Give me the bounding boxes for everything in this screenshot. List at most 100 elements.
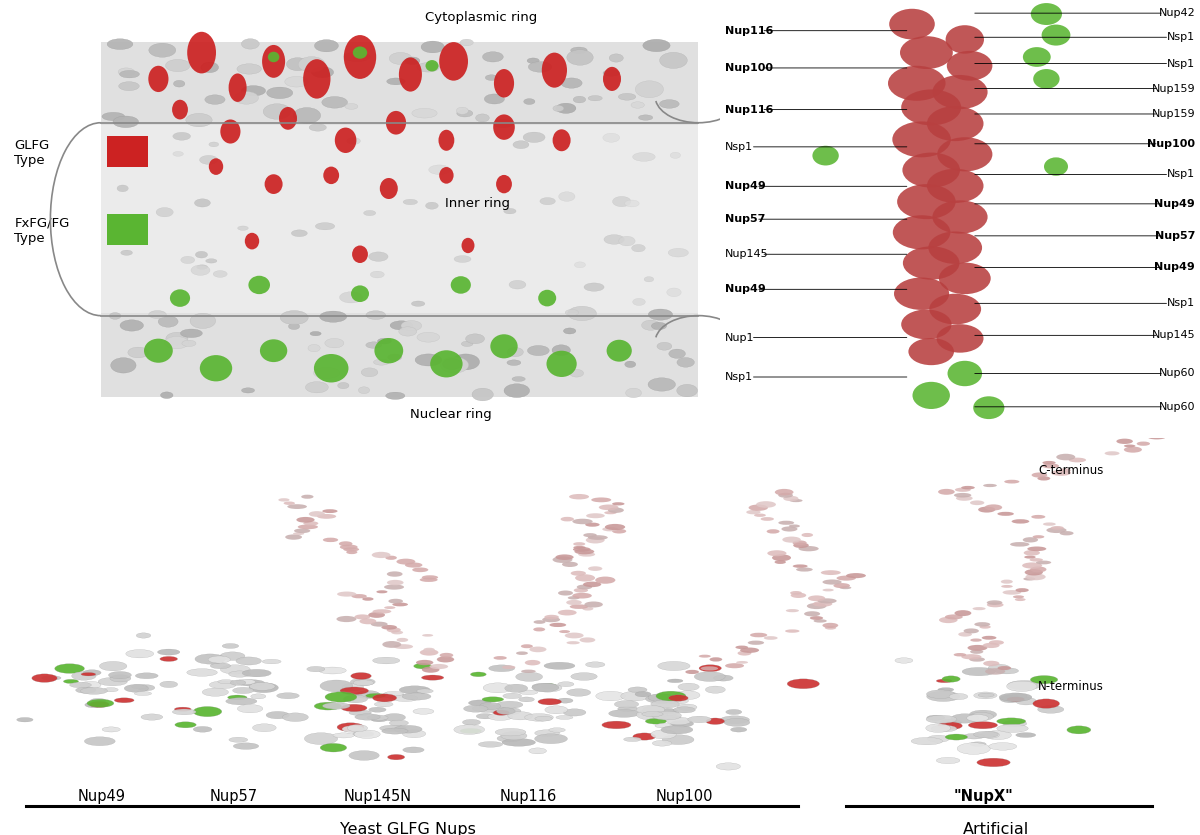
Ellipse shape	[84, 736, 115, 746]
Ellipse shape	[724, 718, 750, 726]
Ellipse shape	[749, 504, 768, 511]
Text: Nup145N: Nup145N	[344, 789, 412, 804]
Ellipse shape	[1038, 476, 1050, 480]
Ellipse shape	[989, 640, 1004, 645]
Ellipse shape	[175, 721, 197, 728]
Ellipse shape	[404, 563, 422, 568]
Ellipse shape	[650, 701, 679, 708]
Ellipse shape	[137, 633, 151, 638]
Ellipse shape	[571, 571, 586, 576]
Ellipse shape	[488, 665, 515, 671]
Ellipse shape	[938, 488, 955, 495]
Ellipse shape	[582, 607, 593, 610]
Ellipse shape	[577, 584, 593, 590]
Ellipse shape	[504, 209, 516, 214]
Ellipse shape	[565, 310, 578, 316]
Ellipse shape	[205, 95, 226, 104]
Ellipse shape	[205, 259, 217, 263]
Ellipse shape	[125, 685, 149, 692]
Ellipse shape	[193, 706, 222, 716]
Ellipse shape	[368, 612, 385, 618]
Ellipse shape	[266, 711, 289, 719]
Ellipse shape	[636, 706, 665, 714]
Ellipse shape	[782, 537, 800, 543]
Ellipse shape	[415, 354, 442, 366]
Ellipse shape	[535, 730, 559, 736]
Ellipse shape	[1043, 523, 1056, 526]
Ellipse shape	[822, 579, 841, 584]
Ellipse shape	[635, 691, 652, 697]
Ellipse shape	[238, 226, 248, 230]
Ellipse shape	[454, 725, 485, 735]
Ellipse shape	[349, 751, 379, 761]
Ellipse shape	[940, 719, 961, 726]
Ellipse shape	[648, 694, 674, 701]
Ellipse shape	[386, 579, 403, 585]
Ellipse shape	[439, 42, 468, 81]
Ellipse shape	[160, 656, 178, 661]
Ellipse shape	[944, 615, 962, 620]
Ellipse shape	[323, 167, 340, 185]
Ellipse shape	[228, 695, 247, 700]
Ellipse shape	[1000, 695, 1021, 703]
Ellipse shape	[568, 596, 580, 600]
Ellipse shape	[625, 361, 636, 367]
Ellipse shape	[647, 706, 665, 711]
Ellipse shape	[538, 698, 562, 705]
Ellipse shape	[118, 68, 134, 76]
Ellipse shape	[505, 684, 528, 692]
Ellipse shape	[412, 109, 437, 118]
Text: Nup100: Nup100	[1147, 139, 1195, 149]
Text: Nup116: Nup116	[499, 789, 557, 804]
Ellipse shape	[1060, 531, 1074, 535]
Ellipse shape	[541, 684, 557, 689]
Ellipse shape	[1163, 402, 1178, 407]
Ellipse shape	[1124, 444, 1135, 448]
Ellipse shape	[552, 345, 570, 356]
Ellipse shape	[985, 668, 1006, 675]
Ellipse shape	[954, 493, 971, 498]
Ellipse shape	[646, 695, 678, 703]
Ellipse shape	[426, 202, 438, 210]
Ellipse shape	[1165, 397, 1176, 400]
Ellipse shape	[1016, 732, 1036, 737]
Ellipse shape	[503, 693, 522, 699]
Ellipse shape	[389, 599, 403, 604]
Text: "NupX": "NupX"	[954, 789, 1014, 804]
Ellipse shape	[149, 311, 167, 318]
Ellipse shape	[658, 661, 690, 671]
Ellipse shape	[1051, 526, 1063, 529]
Ellipse shape	[662, 735, 694, 745]
Ellipse shape	[308, 511, 325, 517]
Ellipse shape	[452, 354, 480, 370]
Ellipse shape	[118, 185, 128, 192]
Ellipse shape	[422, 666, 439, 673]
Ellipse shape	[488, 713, 512, 721]
Ellipse shape	[463, 705, 488, 712]
Ellipse shape	[360, 619, 377, 625]
Ellipse shape	[534, 620, 546, 624]
Ellipse shape	[970, 650, 983, 654]
Ellipse shape	[90, 698, 106, 703]
Text: Nsp1: Nsp1	[1168, 33, 1195, 43]
Ellipse shape	[157, 649, 180, 655]
Ellipse shape	[605, 511, 617, 514]
Ellipse shape	[199, 355, 233, 382]
Ellipse shape	[1003, 721, 1027, 727]
Ellipse shape	[978, 693, 995, 697]
Ellipse shape	[338, 541, 353, 546]
Ellipse shape	[238, 705, 263, 713]
Ellipse shape	[740, 647, 760, 653]
Ellipse shape	[373, 657, 400, 664]
Ellipse shape	[1051, 470, 1070, 476]
Ellipse shape	[371, 716, 388, 722]
Ellipse shape	[754, 514, 766, 517]
Ellipse shape	[377, 590, 388, 594]
Ellipse shape	[137, 685, 155, 691]
Ellipse shape	[113, 116, 138, 128]
Ellipse shape	[1013, 595, 1024, 599]
Ellipse shape	[793, 543, 809, 548]
Ellipse shape	[608, 508, 624, 513]
Ellipse shape	[725, 663, 744, 668]
Ellipse shape	[126, 650, 154, 658]
